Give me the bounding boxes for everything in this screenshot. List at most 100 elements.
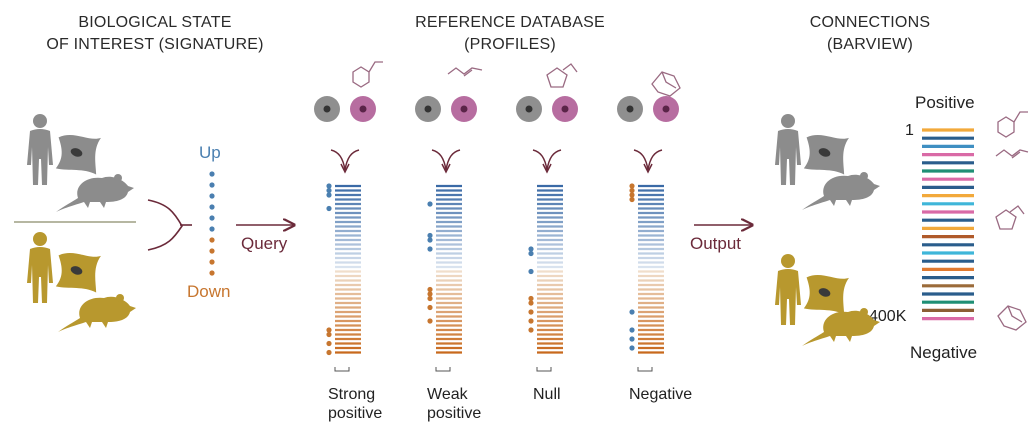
barview-rank-top: 1 xyxy=(905,122,914,139)
profile-dot xyxy=(427,246,433,252)
profile-dot xyxy=(427,201,433,207)
merge-chevron-icon xyxy=(147,199,183,251)
profile-dot xyxy=(427,237,433,243)
profile-column xyxy=(415,67,483,372)
gold-rat-icon xyxy=(802,308,880,346)
signature-dot xyxy=(209,193,215,199)
nucleus-icon xyxy=(626,105,634,113)
profile-dot xyxy=(629,336,635,342)
signature-dot xyxy=(209,270,215,276)
connections-header-line2: (BARVIEW) xyxy=(827,36,913,53)
nucleus-icon xyxy=(323,105,331,113)
gold-human-icon xyxy=(27,232,53,303)
profile-label-line1: Null xyxy=(533,386,561,403)
profile-dot xyxy=(528,250,534,257)
profile-dot xyxy=(629,309,635,315)
nucleus-icon xyxy=(359,105,367,113)
profile-dot xyxy=(528,327,534,333)
gray-cell-icon xyxy=(48,124,109,183)
profile-dot xyxy=(528,295,534,302)
gray-human-icon xyxy=(27,114,53,185)
nucleus-icon xyxy=(662,105,670,113)
up-label: Up xyxy=(199,143,221,162)
gold-rat-icon xyxy=(58,294,136,332)
profile-dot xyxy=(629,192,635,198)
signature-dot xyxy=(209,226,215,232)
profile-dot xyxy=(629,327,635,333)
signature-header-line1: BIOLOGICAL STATE xyxy=(78,14,232,31)
profile-dot xyxy=(528,268,534,275)
merge-arrow-icon xyxy=(532,149,562,171)
arrow-head-icon xyxy=(340,163,350,174)
connections-header-line1: CONNECTIONS xyxy=(809,14,931,31)
signature-header-line2: OF INTEREST (SIGNATURE) xyxy=(46,36,264,53)
profile-dot xyxy=(629,345,635,351)
molecule-icon xyxy=(546,63,578,88)
molecule-icon xyxy=(352,61,383,88)
profile-bracket xyxy=(536,367,552,372)
profile-dot xyxy=(427,304,433,311)
signature-dot xyxy=(209,171,215,177)
profile-dot xyxy=(528,318,534,324)
signature-dot xyxy=(209,215,215,221)
profile-label-weak: Weak positive xyxy=(427,385,481,423)
signature-dot xyxy=(209,259,215,265)
reference-header-line1: REFERENCE DATABASE xyxy=(415,14,605,31)
merge-arrow-icon xyxy=(633,149,663,171)
barview-rank-bottom: 400K xyxy=(869,308,907,325)
profile-dot xyxy=(326,340,332,347)
profile-dot xyxy=(629,183,635,189)
profile-column xyxy=(617,71,681,372)
nucleus-icon xyxy=(460,105,468,113)
profile-label-line2: positive xyxy=(427,405,482,422)
profile-dot xyxy=(427,286,433,293)
profile-label-null: Null xyxy=(533,385,561,404)
barview-positive-label: Positive xyxy=(915,93,975,112)
profile-bracket xyxy=(637,367,653,372)
profile-column xyxy=(516,63,578,372)
arrow-head-icon xyxy=(542,163,552,174)
profile-dot xyxy=(528,246,534,252)
gold-cell-icon xyxy=(48,242,109,301)
merge-arrow-icon xyxy=(330,149,360,171)
signature-dot-list xyxy=(209,171,215,276)
connections-section-header: CONNECTIONS (BARVIEW) xyxy=(760,12,980,56)
profile-dot xyxy=(326,327,332,333)
molecule-bicyclic-icon xyxy=(997,305,1027,331)
down-label: Down xyxy=(187,282,231,301)
profile-label-strong: Strong positive xyxy=(328,385,382,423)
signature-dot xyxy=(209,182,215,188)
profile-dot xyxy=(629,187,635,194)
gray-rat-icon xyxy=(56,174,134,212)
profile-dot xyxy=(326,349,332,356)
signature-dot xyxy=(209,237,215,243)
profile-label-negative: Negative xyxy=(629,385,692,404)
profile-label-line2: positive xyxy=(328,405,383,422)
profile-dot xyxy=(326,192,332,198)
profile-dot xyxy=(326,183,332,189)
gray-human-icon xyxy=(775,114,801,185)
profile-label-line1: Weak xyxy=(427,386,468,403)
barview-negative-label: Negative xyxy=(910,343,978,362)
output-label: Output xyxy=(690,234,742,253)
molecule-cyclopentane-icon xyxy=(995,205,1025,230)
profile-dot xyxy=(528,300,534,306)
profile-dot xyxy=(427,291,433,297)
profile-dot xyxy=(629,196,635,203)
profile-dot xyxy=(427,318,433,324)
molecule-ring-chain-icon xyxy=(997,111,1028,138)
signature-section-header: BIOLOGICAL STATE OF INTEREST (SIGNATURE) xyxy=(20,12,290,56)
gray-cell-icon xyxy=(796,124,857,183)
reference-profiles xyxy=(314,61,681,372)
profile-column xyxy=(314,61,383,372)
molecule-icon xyxy=(651,71,681,97)
merge-arrow-icon xyxy=(431,149,461,171)
molecule-icon xyxy=(447,67,483,77)
reference-header-line2: (PROFILES) xyxy=(464,36,556,53)
profile-dot xyxy=(326,205,332,212)
nucleus-icon xyxy=(561,105,569,113)
profile-label-line1: Negative xyxy=(629,386,693,403)
profile-dot xyxy=(427,232,433,239)
profile-label-line1: Strong xyxy=(328,386,376,403)
arrow-head-icon xyxy=(643,163,653,174)
